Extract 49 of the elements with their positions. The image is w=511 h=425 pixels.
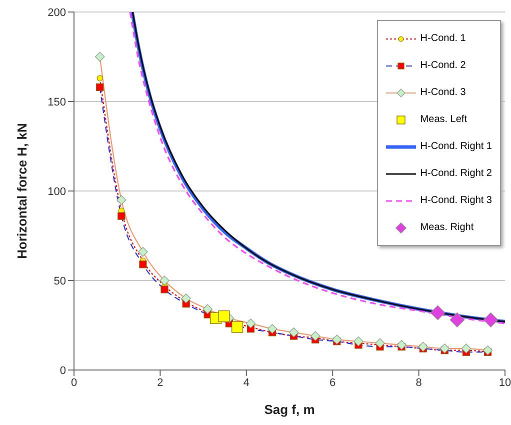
legend-label: H-Cond. 3	[420, 87, 466, 98]
point	[139, 260, 147, 268]
point	[218, 310, 230, 322]
x-tick-label: 2	[157, 376, 164, 389]
x-tick-label: 4	[243, 376, 250, 389]
legend-label: H-Cond. 2	[420, 60, 466, 71]
x-tick-label: 6	[330, 376, 336, 389]
x-tick-label: 0	[70, 376, 78, 389]
point	[288, 328, 299, 338]
point	[232, 321, 244, 333]
point	[138, 247, 148, 257]
y-tick-label: 200	[48, 6, 66, 19]
point	[116, 195, 126, 205]
y-tick-label: 150	[48, 96, 66, 108]
y-tick-label: 50	[54, 275, 66, 288]
point	[246, 318, 256, 328]
point	[461, 344, 472, 354]
legend-label: Meas. Right	[420, 222, 474, 233]
point	[418, 342, 428, 352]
point	[160, 276, 170, 286]
x-tick-label: 8	[416, 376, 422, 389]
point	[310, 331, 320, 341]
point	[440, 344, 450, 354]
point	[375, 338, 385, 348]
point	[482, 345, 493, 356]
point	[332, 334, 342, 344]
point	[118, 212, 126, 220]
point	[202, 304, 212, 314]
point	[181, 294, 191, 304]
x-tick-label: 10	[498, 376, 511, 389]
legend-label: H-Cond. 1	[420, 33, 466, 44]
y-tick-label: 0	[60, 364, 66, 377]
point	[160, 286, 168, 294]
point	[267, 324, 278, 334]
legend-label: H-Cond. Right 3	[420, 195, 492, 206]
point	[450, 312, 465, 328]
point	[396, 340, 406, 350]
legend-label: H-Cond. Right 2	[420, 168, 492, 179]
point	[96, 75, 103, 82]
point	[483, 312, 498, 328]
y-tick-label: 100	[48, 186, 66, 198]
point	[430, 305, 446, 320]
legend-label: Meas. Left	[420, 114, 467, 125]
y-axis-title: Horizontal force H, kN	[14, 123, 30, 259]
x-axis-title: Sag f, m	[264, 402, 315, 417]
point	[96, 83, 104, 91]
point	[354, 336, 364, 346]
point	[95, 52, 105, 62]
legend-label: H-Cond. Right 1	[420, 141, 492, 152]
